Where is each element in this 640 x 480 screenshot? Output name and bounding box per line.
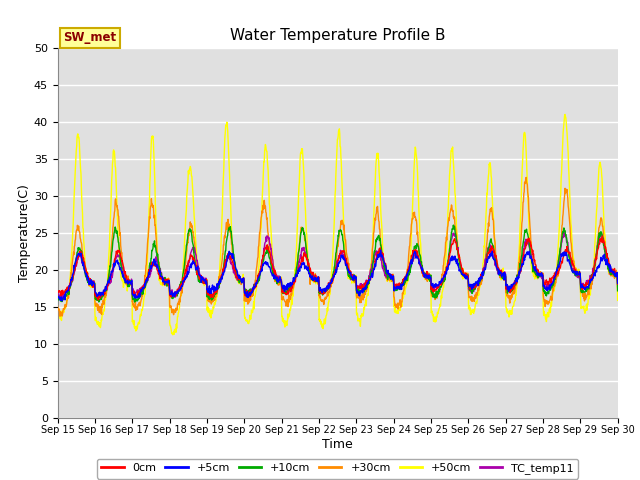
Legend: 0cm, +5cm, +10cm, +30cm, +50cm, TC_temp11: 0cm, +5cm, +10cm, +30cm, +50cm, TC_temp1… bbox=[97, 459, 578, 479]
Y-axis label: Temperature(C): Temperature(C) bbox=[18, 184, 31, 282]
Text: SW_met: SW_met bbox=[63, 31, 116, 44]
X-axis label: Time: Time bbox=[322, 438, 353, 451]
Title: Water Temperature Profile B: Water Temperature Profile B bbox=[230, 28, 445, 43]
